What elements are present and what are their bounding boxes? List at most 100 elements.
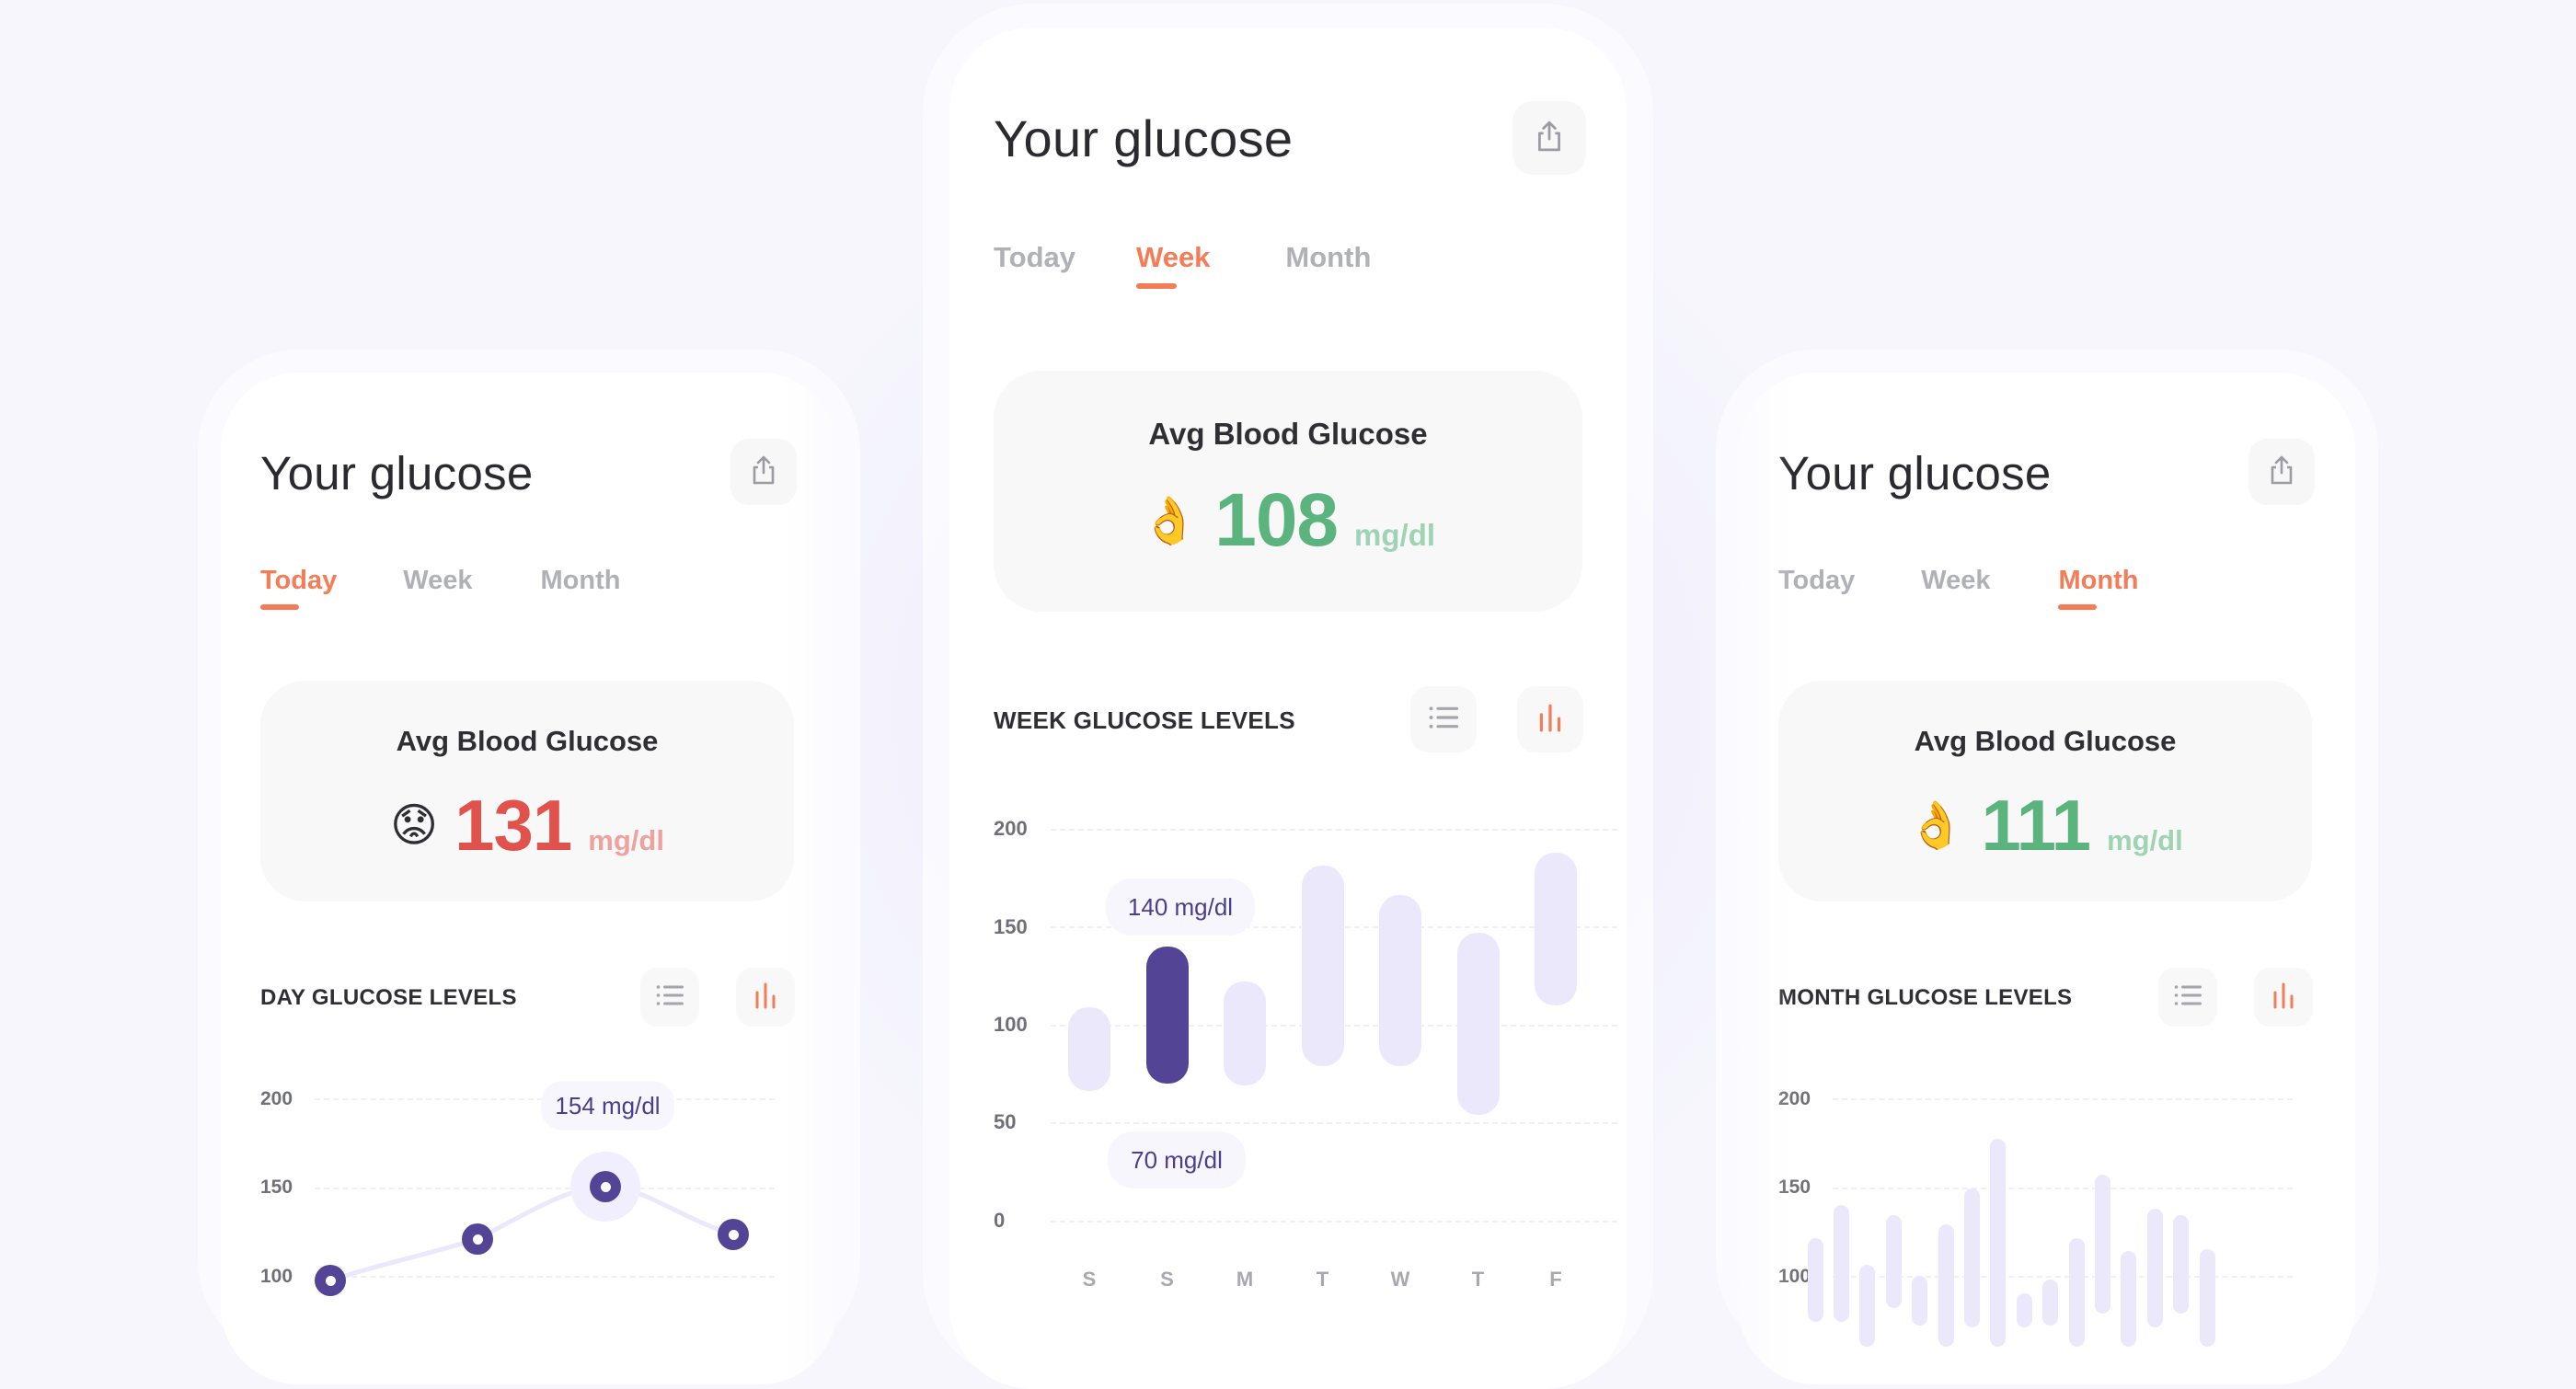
list-icon bbox=[1428, 705, 1459, 735]
avg-value: 108 bbox=[1214, 478, 1339, 562]
x-tick: M bbox=[1236, 1268, 1254, 1291]
range-bar[interactable] bbox=[1456, 932, 1500, 1115]
share-button[interactable] bbox=[2248, 439, 2315, 505]
x-tick: W bbox=[1390, 1268, 1410, 1291]
ok-hand-icon: 👌 bbox=[1907, 799, 1965, 851]
list-view-button[interactable] bbox=[1410, 686, 1477, 752]
range-bar[interactable] bbox=[1833, 1204, 1849, 1323]
avg-unit: mg/dl bbox=[2107, 824, 2183, 856]
gridline bbox=[1051, 829, 1617, 831]
levels-title: MONTH GLUCOSE LEVELS bbox=[1778, 985, 2073, 1010]
chart-view-button[interactable] bbox=[1517, 686, 1583, 752]
range-bar[interactable] bbox=[1859, 1265, 1876, 1348]
data-point[interactable] bbox=[462, 1223, 493, 1255]
worried-face-icon: 😟 bbox=[390, 799, 439, 851]
tab-today[interactable]: Today bbox=[994, 241, 1075, 273]
page-title: Your glucose bbox=[1778, 447, 2052, 499]
gridline bbox=[1833, 1098, 2293, 1100]
gridline bbox=[315, 1276, 775, 1278]
y-tick: 50 bbox=[994, 1110, 1017, 1133]
value-tooltip: 154 mg/dl bbox=[541, 1081, 674, 1131]
avg-glucose-card: Avg Blood Glucose 😟 131 mg/dl bbox=[260, 681, 794, 901]
range-bar[interactable] bbox=[2094, 1174, 2110, 1314]
range-bar[interactable] bbox=[2146, 1208, 2163, 1327]
list-view-button[interactable] bbox=[640, 968, 699, 1027]
tab-month[interactable]: Month bbox=[540, 566, 621, 595]
range-bar[interactable] bbox=[1379, 895, 1421, 1066]
y-tick: 150 bbox=[1778, 1177, 1811, 1198]
x-tick: T bbox=[1316, 1268, 1329, 1291]
avg-label: Avg Blood Glucose bbox=[396, 725, 659, 757]
list-view-button[interactable] bbox=[2158, 968, 2217, 1027]
day-line bbox=[329, 1184, 734, 1283]
share-button[interactable] bbox=[1512, 101, 1586, 175]
today-screen: Your glucose Today Week Month Avg Blood … bbox=[221, 373, 837, 1384]
levels-title: DAY GLUCOSE LEVELS bbox=[260, 985, 517, 1010]
week-screen: Your glucose Today Week Month Avg Blood … bbox=[949, 28, 1627, 1389]
range-bar[interactable] bbox=[2121, 1250, 2137, 1348]
month-screen: Your glucose Today Week Month Avg Blood … bbox=[1739, 373, 2355, 1384]
gridline bbox=[1051, 1221, 1617, 1223]
range-bar[interactable] bbox=[2173, 1215, 2190, 1314]
x-tick: S bbox=[1160, 1268, 1174, 1291]
y-tick: 200 bbox=[1778, 1088, 1811, 1109]
y-tick: 200 bbox=[994, 817, 1028, 840]
chart-view-button[interactable] bbox=[736, 968, 795, 1027]
bar-chart-icon bbox=[1537, 703, 1563, 737]
page-title: Your glucose bbox=[260, 447, 534, 499]
range-bar[interactable] bbox=[1990, 1139, 2007, 1348]
share-icon bbox=[2268, 454, 2295, 490]
range-bar[interactable] bbox=[2068, 1238, 2085, 1348]
range-bar[interactable] bbox=[1912, 1276, 1928, 1326]
list-icon bbox=[656, 983, 684, 1012]
max-value-tooltip: 140 mg/dl bbox=[1106, 878, 1255, 936]
y-tick: 150 bbox=[994, 915, 1028, 938]
range-bar[interactable] bbox=[1224, 981, 1266, 1085]
range-bar[interactable] bbox=[1068, 1006, 1110, 1092]
period-tabs: Today Week Month bbox=[260, 566, 621, 610]
range-bar[interactable] bbox=[2042, 1279, 2059, 1326]
tab-week[interactable]: Week bbox=[1136, 241, 1210, 289]
range-bar[interactable] bbox=[2016, 1293, 2032, 1327]
y-tick: 100 bbox=[260, 1266, 293, 1287]
range-bar[interactable] bbox=[1535, 852, 1577, 1005]
range-bar[interactable] bbox=[1807, 1238, 1823, 1323]
min-value-tooltip: 70 mg/dl bbox=[1108, 1131, 1246, 1188]
period-tabs: Today Week Month bbox=[994, 241, 1372, 289]
x-tick: S bbox=[1082, 1268, 1097, 1291]
gridline bbox=[315, 1188, 775, 1189]
range-bar[interactable] bbox=[2199, 1249, 2215, 1348]
chart-view-button[interactable] bbox=[2254, 968, 2313, 1027]
gridline bbox=[1051, 1122, 1617, 1124]
y-tick: 100 bbox=[1778, 1266, 1811, 1287]
range-bar[interactable] bbox=[1938, 1224, 1954, 1348]
tab-month[interactable]: Month bbox=[2058, 566, 2138, 610]
share-button[interactable] bbox=[730, 439, 797, 505]
range-bar[interactable] bbox=[1301, 866, 1344, 1066]
active-tab-indicator bbox=[260, 604, 299, 610]
data-point[interactable] bbox=[315, 1265, 346, 1296]
data-point-selected[interactable] bbox=[590, 1171, 621, 1202]
share-icon bbox=[750, 454, 777, 490]
page-title: Your glucose bbox=[994, 109, 1294, 167]
range-bar[interactable] bbox=[1963, 1188, 1980, 1327]
range-bar-selected[interactable] bbox=[1145, 946, 1189, 1084]
bar-chart-icon bbox=[753, 981, 777, 1014]
data-point[interactable] bbox=[718, 1219, 749, 1250]
tab-week[interactable]: Week bbox=[403, 566, 473, 595]
period-tabs: Today Week Month bbox=[1778, 566, 2138, 610]
tab-week[interactable]: Week bbox=[1921, 566, 1991, 595]
avg-glucose-card: Avg Blood Glucose 👌 108 mg/dl bbox=[994, 371, 1582, 612]
tab-today[interactable]: Today bbox=[260, 566, 337, 610]
tab-month[interactable]: Month bbox=[1285, 241, 1372, 273]
avg-value: 131 bbox=[454, 785, 572, 866]
avg-unit: mg/dl bbox=[1354, 518, 1436, 552]
y-tick: 0 bbox=[994, 1209, 1006, 1232]
x-tick: F bbox=[1549, 1268, 1562, 1291]
avg-value: 111 bbox=[1981, 785, 2092, 866]
gridline bbox=[1833, 1188, 2293, 1189]
tab-today[interactable]: Today bbox=[1778, 566, 1856, 595]
avg-glucose-card: Avg Blood Glucose 👌 111 mg/dl bbox=[1778, 681, 2312, 901]
bar-chart-icon bbox=[2271, 981, 2295, 1014]
range-bar[interactable] bbox=[1885, 1215, 1902, 1308]
